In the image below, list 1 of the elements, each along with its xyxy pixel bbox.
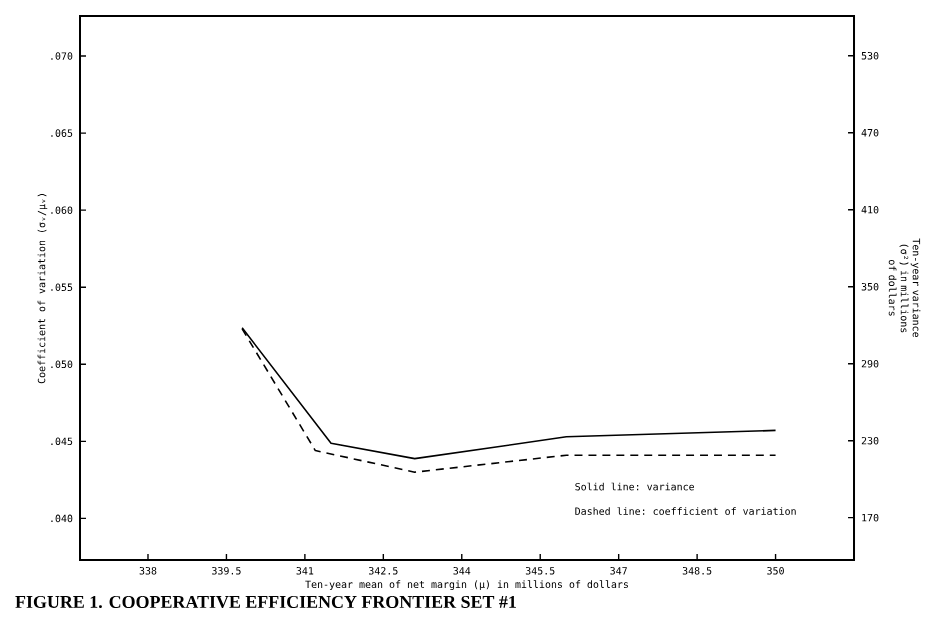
text: FIGURE 1. COOPERATIVE EFFICIENCY FRONTIER SET #1 (15, 595, 516, 609)
